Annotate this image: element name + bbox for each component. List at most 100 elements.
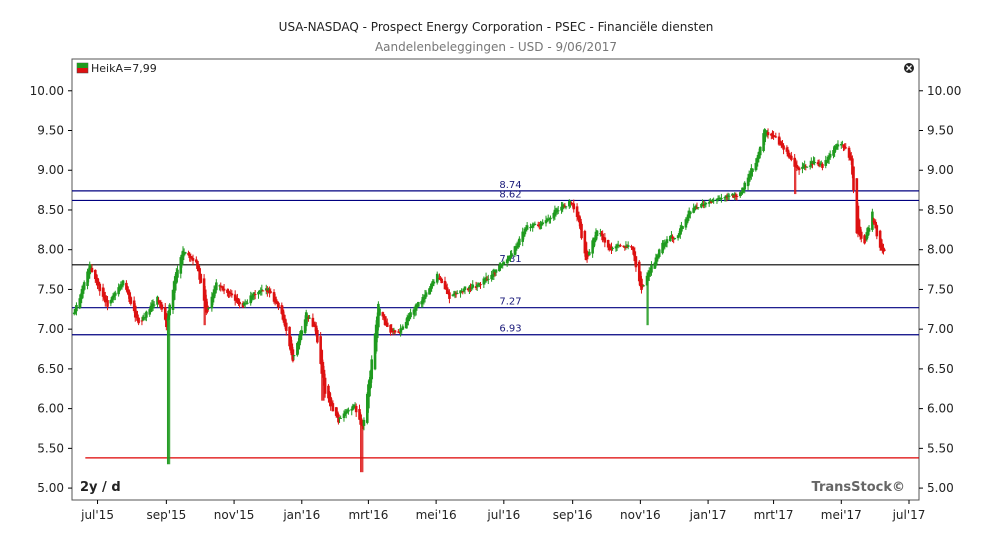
candle-down <box>883 249 886 251</box>
x-tick-label: mei'16 <box>416 508 457 522</box>
candle-up <box>530 227 533 229</box>
candle-down <box>725 196 729 198</box>
candle-down <box>389 324 392 333</box>
y-tick-label-right: 7.50 <box>927 282 954 296</box>
candle-up <box>463 286 467 291</box>
x-tick-label: mei'17 <box>821 508 862 522</box>
candle-up <box>743 182 747 190</box>
candle-up <box>183 252 187 254</box>
candle-up <box>145 311 148 318</box>
y-tick-label-left: 9.00 <box>37 163 64 177</box>
candle-down <box>280 305 284 314</box>
candle-down <box>382 314 386 319</box>
candle-up <box>818 164 822 166</box>
y-tick-label-left: 9.50 <box>37 124 64 138</box>
legend-swatch-up <box>77 63 88 68</box>
candle-down <box>790 155 793 160</box>
level-label: 7.27 <box>499 297 521 308</box>
candle-up <box>152 304 156 306</box>
legend-label: HeikA=7,99 <box>91 62 157 75</box>
candle-down <box>191 258 195 261</box>
candle-up <box>407 316 410 322</box>
y-axis-left: 10.00 9.50 9.00 8.50 8.00 7.50 7.00 6.50 6.00 5.5… <box>30 84 72 495</box>
candle-down <box>328 392 331 403</box>
candle-up <box>486 278 490 280</box>
y-tick-label-left: 7.00 <box>37 322 64 336</box>
candle-up <box>700 203 703 208</box>
y-tick-label-left: 5.50 <box>37 441 64 455</box>
candle-down <box>586 255 590 257</box>
candle-up <box>339 417 342 419</box>
candle-up <box>515 246 519 249</box>
candle-up <box>510 253 513 257</box>
y-tick-label-left: 7.50 <box>37 282 64 296</box>
candle-up <box>308 317 311 319</box>
candle-up <box>483 281 487 283</box>
candle-up <box>805 166 809 168</box>
candle-up <box>417 301 420 307</box>
candle-up <box>362 419 366 426</box>
candle-up <box>723 197 727 199</box>
candle-down <box>859 231 863 239</box>
candle-up <box>541 222 544 225</box>
x-tick-label: jan'16 <box>282 508 320 522</box>
candle-down <box>160 304 164 310</box>
candle-down <box>393 330 397 333</box>
candle-up <box>75 304 78 312</box>
candle-up <box>742 188 745 191</box>
candle-down <box>385 322 389 327</box>
x-tick-label: mrt'17 <box>754 508 794 522</box>
candle-up <box>522 231 526 237</box>
candle-up <box>430 283 433 289</box>
x-tick-label: sep'16 <box>553 508 593 522</box>
x-tick-label: jul'15 <box>80 508 114 522</box>
y-tick-label-right: 8.50 <box>927 203 954 217</box>
x-tick-label: jul'16 <box>486 508 520 522</box>
candle-up <box>176 269 179 278</box>
legend: HeikA=7,99 <box>76 62 157 75</box>
candle-up <box>650 265 653 273</box>
y-tick-label-right: 9.50 <box>927 124 954 138</box>
candle-down <box>277 302 280 308</box>
candle-up <box>595 230 599 236</box>
candle-up <box>342 413 346 418</box>
y-tick-label-left: 10.00 <box>30 84 64 98</box>
candle-down <box>230 293 234 296</box>
level-label: 8.62 <box>499 189 521 200</box>
brand-watermark: TransStock© <box>812 480 905 495</box>
candle-down <box>322 369 326 386</box>
y-tick-label-left: 6.00 <box>37 402 64 416</box>
candle-up <box>113 292 117 296</box>
candle-up <box>171 289 175 310</box>
close-icon[interactable] <box>904 63 914 73</box>
y-tick-label-right: 9.00 <box>927 163 954 177</box>
candlesticks <box>72 128 886 473</box>
candle-up <box>370 359 374 380</box>
candle-up <box>508 258 511 260</box>
candle-up <box>720 197 723 199</box>
candle-up <box>518 238 521 246</box>
candle-up <box>689 211 692 215</box>
candle-up <box>207 307 210 309</box>
candle-up <box>292 355 296 357</box>
candle-down <box>864 239 868 241</box>
candle-down <box>625 246 629 248</box>
candle-down <box>313 324 317 328</box>
level-label: 6.93 <box>499 324 521 335</box>
candle-up <box>758 146 762 156</box>
candle-down <box>129 297 133 304</box>
candle-up <box>756 154 760 163</box>
candle-up <box>701 203 704 206</box>
candle-up <box>121 280 125 286</box>
candle-down <box>398 331 401 333</box>
candle-down <box>140 320 144 322</box>
candle-down <box>137 317 140 324</box>
candle-up <box>549 217 552 220</box>
candle-up <box>611 247 614 249</box>
candle-up <box>246 302 249 304</box>
level-label: 8.74 <box>499 180 521 191</box>
candle-up <box>87 269 90 279</box>
candle-down <box>461 291 465 293</box>
candle-down <box>238 301 241 305</box>
y-tick-label-right: 8.00 <box>927 243 954 257</box>
